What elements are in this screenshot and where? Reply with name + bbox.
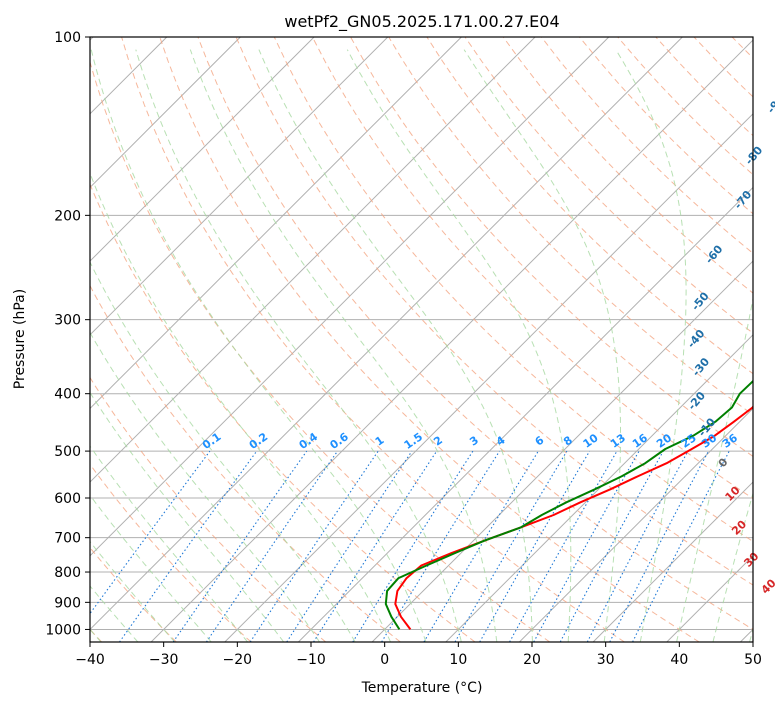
mixing-ratio-line [559,450,664,642]
x-tick-label: −10 [296,652,326,668]
moist-adiabat [90,49,427,642]
y-tick-label: 300 [54,313,81,329]
moist-adiabat [258,49,533,642]
isotherm-gridline [90,37,610,557]
dry-adiabat [311,37,753,500]
y-tick-label: 100 [54,30,81,46]
isotherm-gridline [445,334,753,642]
moist-adiabat [90,494,212,642]
moist-adiabat [90,585,139,642]
x-tick-label: −20 [223,652,253,668]
chart-title: wetPf2_GN05.2025.171.00.27.E04 [284,12,559,32]
y-tick-label: 700 [54,531,81,547]
mixing-ratio-line [381,450,500,642]
y-tick-label: 500 [54,444,81,460]
x-tick-label: 30 [597,652,615,668]
mixing-ratio-line [632,450,730,642]
x-tick-label: 20 [523,652,541,668]
moist-adiabat [189,49,498,642]
mixing-ratio-line [90,450,211,615]
moist-adiabat [90,331,320,642]
mixing-ratio-line [249,450,379,642]
isotherm-gridline [90,37,315,262]
dry-adiabat [197,37,753,630]
dry-adiabat [159,37,700,642]
isotherm-gridline [592,481,753,642]
isotherm-gridline [90,37,462,410]
dry-adiabat [121,37,625,642]
mixing-ratio-line [172,450,308,642]
moist-adiabat [676,296,753,642]
mixing-ratio-line [352,450,474,642]
moist-adiabat [90,391,285,642]
isotherm-gridline [371,260,753,642]
x-tick-label: −40 [75,652,105,668]
moist-adiabat [90,445,248,642]
isotherm-gridline [90,37,536,483]
x-tick-label: 50 [744,652,762,668]
isotherm-gridline [519,407,753,642]
dry-adiabat [502,37,753,294]
dry-adiabat [90,376,327,642]
moist-adiabat [90,540,176,642]
mixing-ratio-line [313,450,438,642]
dry-adiabat [273,37,753,543]
isotherm-gridline [150,39,753,642]
y-tick-label: 400 [54,387,81,403]
moist-adiabat [712,491,753,642]
dry-adiabat [235,37,753,586]
y-tick-label: 800 [54,565,81,581]
mixing-ratio-line [533,450,640,642]
dry-adiabat [90,60,551,642]
moist-adiabat [463,49,622,642]
y-tick-label: 1000 [45,622,81,638]
x-tick-label: 0 [380,652,389,668]
x-tick-label: 10 [449,652,467,668]
moist-adiabat [90,172,392,642]
plot-frame [89,36,754,643]
y-axis-label: Pressure (hPa) [12,289,28,389]
x-tick-label: 40 [670,652,688,668]
profile-dewpoint [384,379,753,630]
moist-adiabat [135,49,462,642]
moist-adiabat [90,260,356,642]
mixing-ratio-line [119,450,258,642]
dry-adiabat-label: -90 [765,92,775,116]
isotherm-gridline [90,37,389,336]
isotherm-gridline [224,113,753,642]
y-tick-label: 200 [54,208,81,224]
isotherm-gridline [90,37,683,631]
dry-adiabat [90,463,252,642]
y-tick-label: 600 [54,491,81,507]
x-tick-label: −30 [149,652,179,668]
moist-adiabat [615,49,687,642]
y-tick-label: 900 [54,595,81,611]
isotherm-gridline [90,37,241,189]
mixing-ratio-line [509,450,618,642]
mixing-ratio-line [205,450,338,642]
mixing-ratio-line [286,450,413,642]
x-axis-label: Temperature (°C) [361,680,483,696]
